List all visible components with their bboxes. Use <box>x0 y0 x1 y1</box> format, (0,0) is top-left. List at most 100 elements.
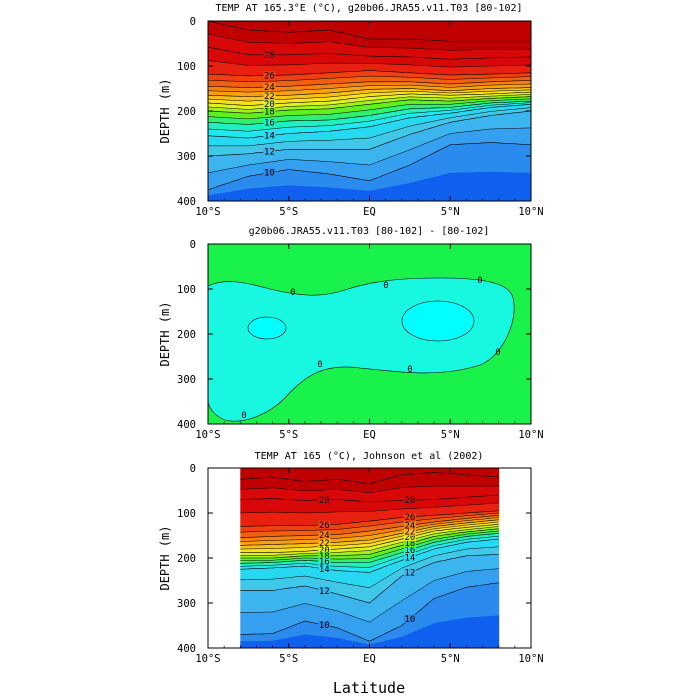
contour-fill-cell <box>408 572 412 597</box>
contour-fill-cell <box>331 174 335 189</box>
contour-fill-cell <box>286 149 290 161</box>
contour-fill-cell <box>243 531 247 539</box>
contour-fill-cell <box>283 149 287 161</box>
contour-fill-cell <box>441 560 445 579</box>
contour-fill-cell <box>330 542 334 547</box>
contour-fill-cell <box>379 118 383 125</box>
contour-fill-cell <box>337 124 341 131</box>
contour-fill-cell <box>286 80 290 87</box>
contour-fill-cell <box>376 92 380 97</box>
contour-fill-cell <box>313 25 317 32</box>
contour-fill-cell <box>420 486 424 501</box>
contour-fill-cell <box>483 468 487 473</box>
contour-fill-cell <box>418 48 422 59</box>
contour-fill-cell <box>328 119 332 127</box>
contour-label-bg <box>263 118 276 127</box>
contour-fill-cell <box>417 550 421 555</box>
contour-fill-cell <box>294 587 298 607</box>
contour-fill-cell <box>426 486 430 501</box>
contour-fill-cell <box>412 91 416 95</box>
contour-fill-cell <box>526 107 530 112</box>
contour-fill-cell <box>249 558 253 562</box>
contour-fill-cell <box>261 579 265 591</box>
contour-fill-cell <box>258 498 262 513</box>
contour-fill-cell <box>342 474 346 481</box>
contour-fill-cell <box>280 21 284 27</box>
contour-fill-cell <box>438 486 442 500</box>
contour-fill-cell <box>511 103 515 107</box>
contour-fill-cell <box>418 65 422 74</box>
contour-fill-cell <box>474 541 478 549</box>
contour-fill-cell <box>325 187 329 201</box>
contour-fill-cell <box>448 98 452 102</box>
contour-fill-cell <box>295 115 299 122</box>
contour-fill-cell <box>241 81 245 88</box>
contour-fill-cell <box>439 58 443 68</box>
contour-fill-cell <box>258 540 262 546</box>
contour-fill-cell <box>265 162 269 174</box>
contour-label: 26 <box>264 71 275 81</box>
contour-fill-cell <box>382 107 386 114</box>
contour-fill-cell <box>330 565 334 571</box>
contour-fill-cell <box>303 634 307 648</box>
panel1-contour-fill <box>208 21 531 201</box>
contour-label: 12 <box>319 587 330 597</box>
contour-fill-cell <box>411 571 415 595</box>
contour-fill-cell <box>307 94 311 99</box>
contour-fill-cell <box>355 63 359 72</box>
contour-label: 16 <box>404 546 415 556</box>
contour-fill-cell <box>325 149 329 162</box>
contour-fill-cell <box>466 92 470 96</box>
contour-fill-cell <box>363 540 367 545</box>
contour-fill-cell <box>454 144 458 174</box>
contour-fill-cell <box>435 486 439 500</box>
contour-fill-cell <box>217 95 221 101</box>
contour-fill-cell <box>432 499 436 508</box>
contour-fill-cell <box>336 594 340 612</box>
contour-fill-cell <box>439 149 443 176</box>
contour-fill-cell <box>351 641 355 648</box>
contour-fill-cell <box>472 114 476 119</box>
contour-fill-cell <box>306 560 310 564</box>
contour-fill-cell <box>300 563 304 567</box>
contour-fill-cell <box>217 91 221 97</box>
contour-fill-cell <box>264 579 268 591</box>
contour-fill-cell <box>303 558 307 561</box>
contour-fill-cell <box>325 108 329 115</box>
contour-fill-cell <box>399 549 403 554</box>
contour-fill-cell <box>292 106 296 111</box>
contour-fill-cell <box>460 144 464 174</box>
contour-fill-cell <box>490 41 494 51</box>
contour-fill-cell <box>466 83 470 87</box>
contour-fill-cell <box>471 515 475 519</box>
contour-fill-cell <box>424 116 428 124</box>
contour-fill-cell <box>477 521 481 525</box>
contour-fill-cell <box>315 530 319 536</box>
x-tick-label: 10°S <box>195 653 220 665</box>
contour-fill-cell <box>310 101 314 107</box>
contour-fill-cell <box>474 521 478 525</box>
contour-fill-cell <box>363 526 367 533</box>
contour-fill-cell <box>502 41 506 50</box>
contour-fill-cell <box>412 81 416 86</box>
contour-fill-cell <box>457 86 461 91</box>
contour-fill-cell <box>420 531 424 535</box>
contour-fill-cell <box>327 580 331 593</box>
contour-fill-cell <box>457 41 461 51</box>
contour-fill-cell <box>492 529 496 532</box>
contour-fill-cell <box>471 533 475 537</box>
contour-fill-cell <box>502 81 506 86</box>
contour-fill-cell <box>508 172 512 201</box>
contour-fill-cell <box>484 129 488 144</box>
contour-fill-cell <box>417 520 421 525</box>
contour-fill-cell <box>390 472 394 479</box>
contour-fill-cell <box>460 86 464 91</box>
contour-fill-cell <box>480 514 484 518</box>
contour-fill-cell <box>279 536 283 541</box>
contour-fill-cell <box>505 97 509 101</box>
contour-fill-cell <box>306 512 310 526</box>
contour-fill-cell <box>459 573 463 590</box>
contour-fill-cell <box>505 113 509 130</box>
contour-fill-cell <box>286 110 290 117</box>
